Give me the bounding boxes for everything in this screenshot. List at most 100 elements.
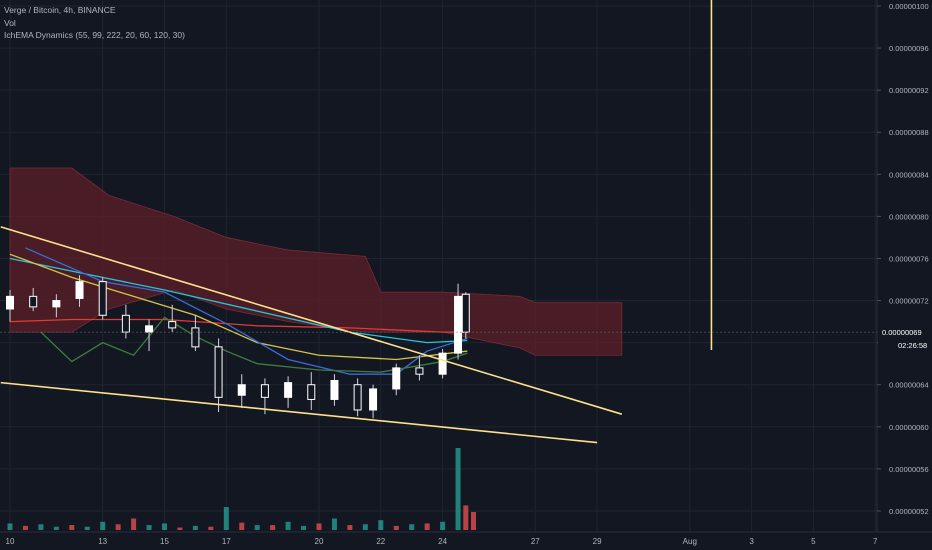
volume-bar (424, 523, 430, 530)
volume-bar (69, 525, 75, 530)
date-tick-label: 3 (749, 537, 754, 546)
ema-line (9, 318, 468, 333)
date-tick-label: Aug (683, 537, 697, 546)
date-tick-label: 10 (6, 537, 15, 546)
price-tick-label: 0.00000100 (889, 2, 929, 11)
date-tick-label: 24 (438, 537, 447, 546)
candle-body (392, 367, 401, 390)
price-tick-label: 0.00000084 (889, 170, 929, 179)
candle-body (6, 295, 14, 310)
countdown-value: 02:26:58 (898, 341, 927, 350)
volume-bar (38, 524, 44, 530)
ema-line (40, 316, 468, 373)
candle-body (415, 367, 424, 375)
price-tick-label: 0.00000056 (889, 465, 929, 474)
trendline-upper (0, 226, 623, 415)
volume-bar (285, 521, 291, 530)
volume-bar (131, 518, 137, 530)
candle-body (145, 325, 154, 333)
candle-body (369, 388, 378, 411)
candle-body (52, 300, 61, 308)
candle-body (454, 295, 463, 354)
volume-bar (162, 523, 167, 530)
volume-bar (471, 511, 476, 530)
ema-line (9, 257, 468, 344)
volume-bar (146, 525, 152, 530)
candle-body (168, 321, 177, 329)
volume-bar (239, 522, 245, 530)
candle-body (237, 384, 246, 396)
trendline-lower (0, 381, 598, 444)
volume-bar (115, 524, 121, 530)
price-tick-label: 0.00000060 (889, 423, 929, 432)
date-axis[interactable]: 10 13 15 17 20 22 24 27 29 Aug 3 5 7 (6, 537, 878, 546)
symbol-title[interactable]: Verge / Bitcoin, 4h, BINANCE (4, 5, 116, 15)
volume-bar (316, 523, 322, 530)
volume-bar (223, 507, 229, 530)
date-tick-label: 29 (593, 537, 602, 546)
volume-bar (440, 521, 446, 530)
volume-bar (177, 527, 183, 530)
price-tick-label: 0.00000092 (889, 86, 929, 95)
price-tick-label: 0.00000080 (889, 212, 929, 221)
candle-body (284, 382, 293, 398)
candle-body (330, 380, 339, 400)
volume-indicator-label[interactable]: Vol (4, 17, 16, 28)
date-tick-label: 15 (160, 537, 169, 546)
chart-legend: Verge / Bitcoin, 4h, BINANCE Vol IchEMA … (4, 4, 185, 42)
volume-bar (22, 525, 28, 530)
volume-bar (270, 525, 276, 530)
volume-bar (378, 520, 384, 530)
candle-body (191, 327, 200, 348)
candle-body (260, 384, 269, 398)
date-tick-label: 7 (873, 537, 878, 546)
volume-bar (362, 524, 368, 530)
ichema-indicator-label[interactable]: IchEMA Dynamics (55, 99, 222, 20, 60, 12… (4, 30, 185, 40)
ema-line (9, 253, 468, 361)
date-tick-label: 17 (222, 537, 231, 546)
volume-bar (208, 526, 214, 530)
candle-body (461, 293, 470, 333)
price-tick-label: 0.00000072 (889, 297, 929, 306)
candle-body (29, 295, 38, 308)
candle-body (75, 281, 84, 299)
ema-line (25, 247, 468, 375)
date-tick-label: 27 (531, 537, 540, 546)
price-tick-label: 0.00000076 (889, 254, 929, 263)
volume-bar (393, 525, 399, 530)
candle-body (307, 384, 316, 400)
date-tick-label: 13 (98, 537, 107, 546)
current-price-label (878, 327, 932, 338)
candle-body (438, 352, 447, 375)
candle-body (98, 281, 107, 316)
date-tick-label: 20 (315, 537, 324, 546)
volume-bar (301, 525, 307, 530)
candle-body (353, 384, 362, 411)
volume-bar (192, 525, 198, 530)
volume-bar (347, 525, 353, 530)
candle-body (121, 314, 130, 333)
volume-bar (84, 526, 90, 530)
candle-body (214, 346, 223, 398)
volume-bar (331, 518, 337, 530)
price-tick-label: 0.00000052 (889, 507, 929, 516)
current-price-value: 0.00000069 (882, 328, 922, 337)
candlesticks[interactable] (6, 275, 470, 419)
volume-bar (455, 448, 461, 530)
volume-bar (254, 525, 260, 530)
volume-bar (463, 505, 469, 530)
price-tick-label: 0.00000064 (889, 381, 929, 390)
price-tick-label: 0.00000096 (889, 44, 929, 53)
volume-bar (7, 523, 13, 530)
price-tick-label: 0.00000088 (889, 128, 929, 137)
volume-bar (53, 526, 59, 530)
trendlines[interactable] (0, 226, 623, 444)
date-tick-label: 22 (376, 537, 385, 546)
volume-bar (100, 521, 106, 530)
volume-bar (409, 524, 415, 530)
volume-bars (7, 448, 476, 530)
ema-lines (9, 247, 468, 375)
countdown-label (878, 340, 932, 351)
date-tick-label: 5 (811, 537, 816, 546)
